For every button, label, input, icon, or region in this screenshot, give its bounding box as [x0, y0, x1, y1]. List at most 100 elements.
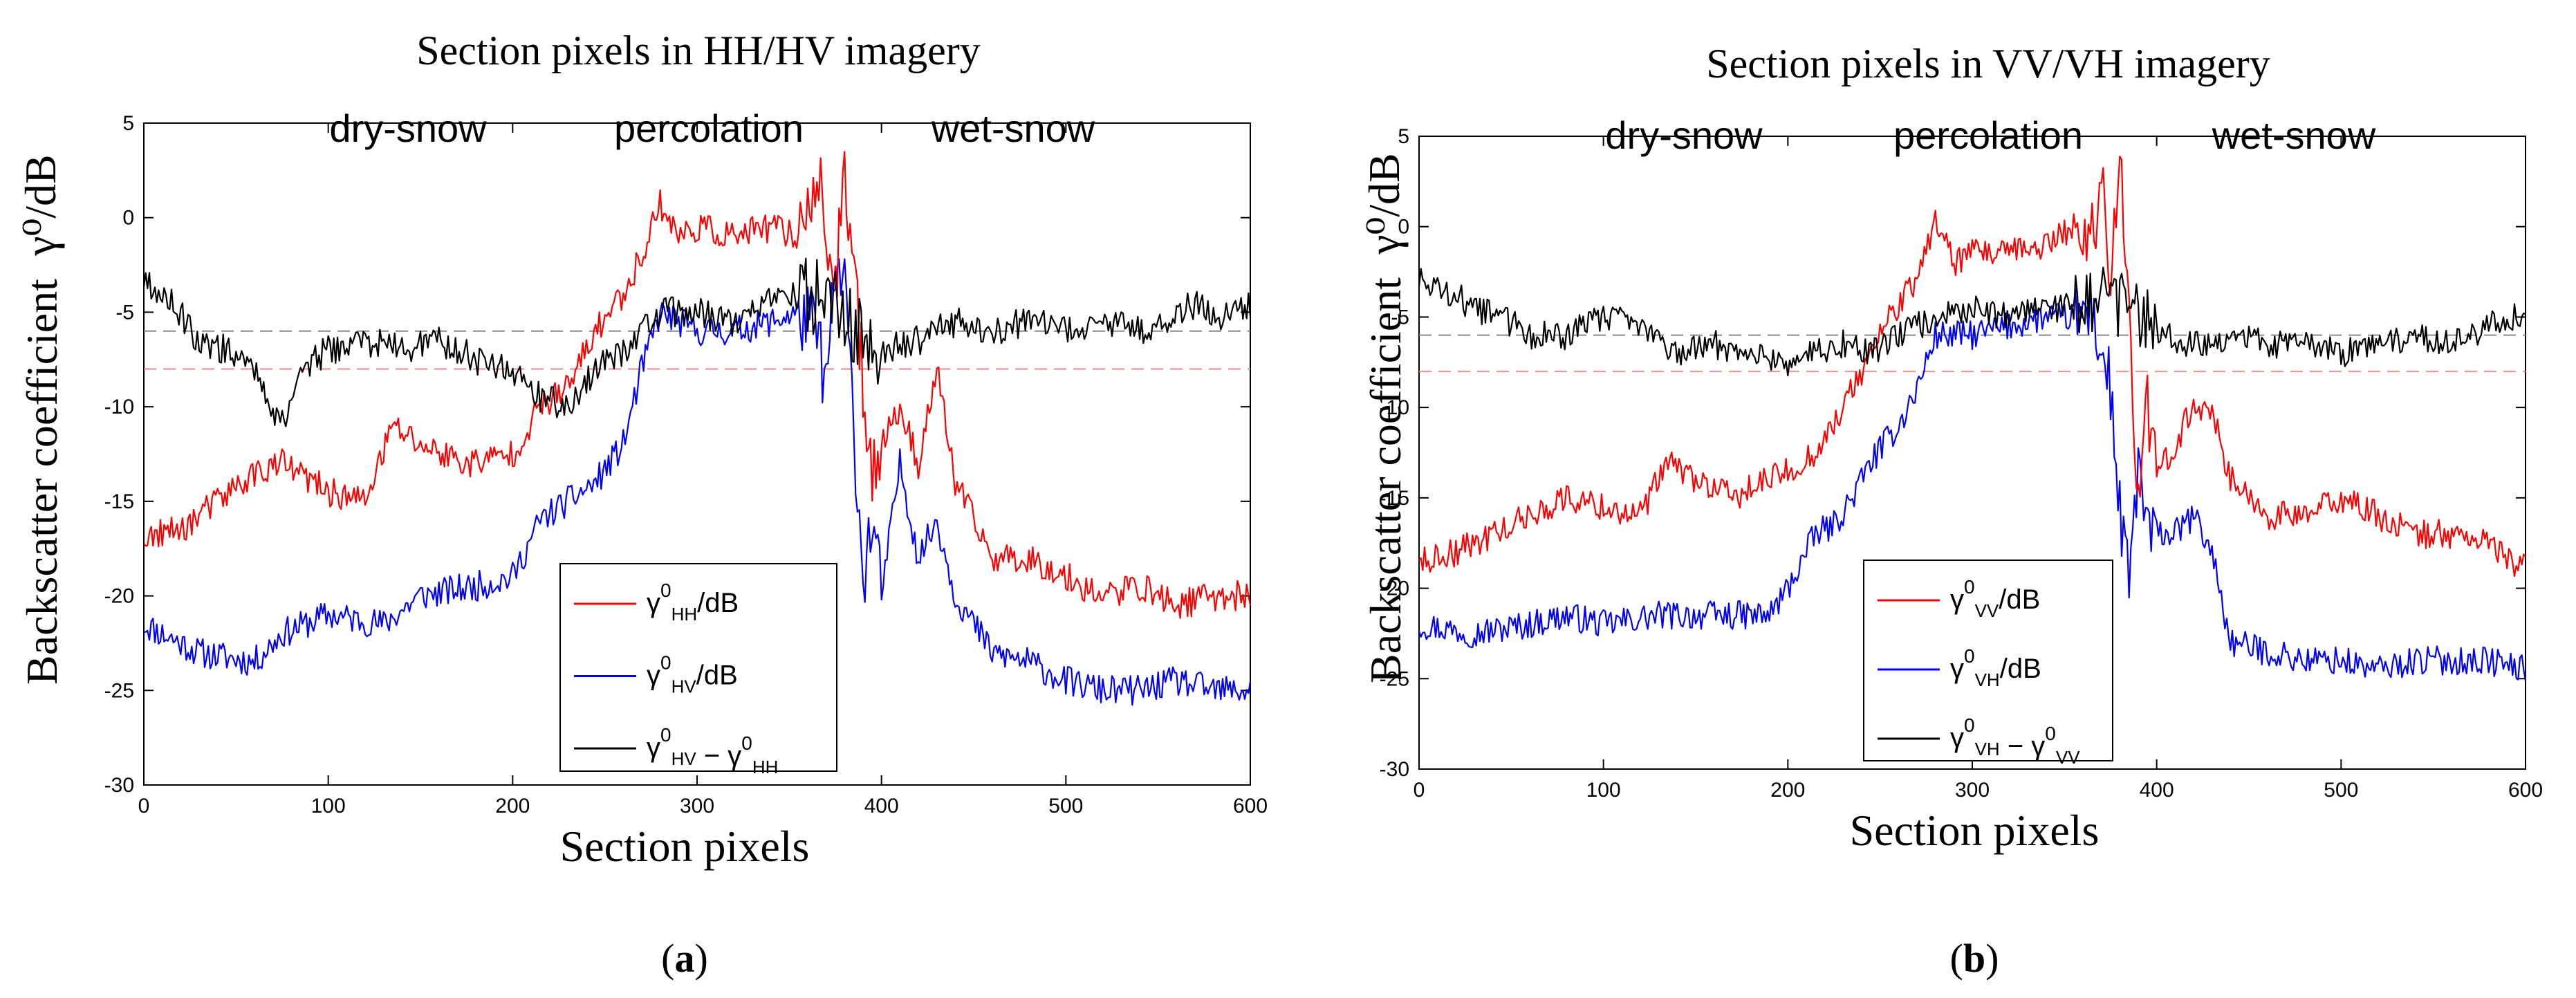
- legend-label: γ0VH − γ0VV: [1950, 714, 2080, 768]
- x-tick-label: 400: [864, 795, 899, 817]
- legend-label-part: 0: [1964, 576, 1975, 598]
- chart-panel-a: Section pixels in HH/HV imagery 0 100 200 30…: [16, 28, 1268, 981]
- legend-label: γ0VV/dB: [1950, 576, 2040, 621]
- series-line-hh: [143, 151, 1252, 619]
- caption-open-paren: (: [661, 936, 674, 981]
- panel-caption: (a): [661, 936, 708, 981]
- legend-label-part: γ: [647, 660, 660, 691]
- region-label: percolation: [614, 107, 804, 150]
- chart-panel-b: Section pixels in VV/VH imagery 0 100 200 30…: [1360, 41, 2543, 981]
- y-tick-label: 0: [1398, 216, 1409, 239]
- legend-label-part: −: [2000, 731, 2032, 761]
- y-tick-label: -10: [1380, 396, 1409, 419]
- x-tick-label: 200: [1770, 779, 1805, 802]
- legend-label: γ0VH/dB: [1950, 645, 2041, 690]
- caption-letter: a: [675, 936, 695, 981]
- x-axis-label: Section pixels: [1850, 806, 2100, 855]
- legend-box: [1863, 560, 2113, 761]
- x-tick-label: 300: [1955, 779, 1990, 802]
- series-line-vh: [1418, 278, 2527, 681]
- legend-label-part: /dB: [697, 588, 739, 618]
- legend-label-part: VH: [1975, 739, 2000, 759]
- x-tick-label: 100: [1586, 779, 1621, 802]
- region-label: dry-snow: [329, 107, 487, 150]
- caption-close-paren: ): [1985, 936, 1999, 981]
- legend-label-part: γ: [1950, 584, 1964, 615]
- caption-close-paren: ): [695, 936, 708, 981]
- region-label: wet-snow: [931, 107, 1095, 150]
- series-line-hv-hh: [142, 257, 1252, 427]
- legend-label-part: VV: [1975, 600, 1999, 621]
- x-tick-label: 200: [495, 795, 530, 817]
- y-tick-label: -10: [104, 396, 134, 418]
- legend-label-part: VV: [2056, 747, 2080, 768]
- legend-label-part: γ: [1950, 723, 1964, 753]
- legend-label: γ0HV − γ0HH: [647, 724, 778, 777]
- y-tick-label: -25: [104, 679, 134, 702]
- legend-label: γ0HH/dB: [647, 580, 739, 625]
- legend-label-part: 0: [741, 732, 752, 754]
- chart-title: Section pixels in VV/VH imagery: [1706, 41, 2270, 86]
- legend-label-part: γ: [1950, 654, 1964, 684]
- caption-open-paren: (: [1950, 936, 1963, 981]
- legend-label-part: /dB: [2000, 654, 2041, 684]
- panel-caption: (b): [1950, 936, 1999, 981]
- x-tick-label: 0: [138, 795, 150, 817]
- legend-label-part: 0: [660, 580, 671, 601]
- y-axis-label: Backscatter coefficient: [17, 279, 66, 685]
- y-tick-label: 5: [122, 112, 134, 135]
- y-tick-label: -15: [104, 490, 134, 513]
- x-tick-label: 600: [2508, 779, 2543, 802]
- y-tick-label: -25: [1380, 667, 1409, 690]
- y-tick-label: -30: [104, 774, 134, 797]
- y-tick-label: -5: [115, 301, 134, 324]
- legend-label-part: −: [696, 741, 728, 771]
- y-axis-unit: γ⁰/dB: [16, 154, 65, 256]
- legend-label-part: HH: [671, 604, 698, 625]
- legend-label-part: 0: [1964, 645, 1975, 667]
- legend-label-part: VH: [1975, 669, 2000, 690]
- y-tick-label: -5: [1391, 306, 1409, 329]
- x-tick-label: 100: [311, 795, 346, 817]
- legend-label-part: γ: [647, 732, 660, 763]
- legend-label: γ0HV/dB: [647, 652, 738, 697]
- legend-box: [559, 563, 837, 772]
- x-tick-label: 500: [2324, 779, 2358, 802]
- y-tick-label: -20: [104, 585, 134, 608]
- y-tick-label: -20: [1380, 577, 1409, 600]
- legend-label-part: /dB: [1999, 584, 2040, 615]
- legend-label-part: HV: [671, 676, 697, 697]
- y-tick-label: 0: [122, 207, 134, 230]
- legend-label-part: γ: [2031, 731, 2045, 761]
- region-label: wet-snow: [2212, 113, 2376, 157]
- x-tick-label: 500: [1048, 795, 1083, 817]
- legend-label-part: /dB: [696, 660, 738, 691]
- legend-label-part: γ: [728, 741, 741, 771]
- series-line-vh-vv: [1418, 266, 2526, 377]
- series-line-vv: [1418, 156, 2526, 577]
- y-tick-label: -15: [1380, 487, 1409, 510]
- x-tick-label: 0: [1414, 779, 1425, 802]
- legend-label-part: 0: [1964, 714, 1975, 736]
- x-tick-label: 600: [1233, 795, 1268, 817]
- chart-title: Section pixels in HH/HV imagery: [416, 28, 980, 73]
- legend-label-part: HV: [671, 748, 697, 769]
- legend-label-part: 0: [660, 724, 671, 746]
- region-label: dry-snow: [1605, 113, 1763, 157]
- legend-label-part: γ: [647, 588, 660, 618]
- y-tick-label: -30: [1380, 758, 1409, 781]
- y-axis-label: Backscatter coefficient: [1361, 277, 1410, 683]
- legend-label-part: 0: [660, 652, 671, 674]
- x-tick-label: 300: [680, 795, 714, 817]
- region-label: percolation: [1893, 113, 2083, 157]
- legend-label-part: 0: [2045, 723, 2056, 744]
- x-axis-label: Section pixels: [560, 822, 810, 871]
- x-tick-label: 400: [2140, 779, 2174, 802]
- series-line-hv: [143, 258, 1252, 706]
- caption-letter: b: [1963, 936, 1985, 981]
- legend-label-part: HH: [752, 757, 779, 777]
- y-axis-unit: γ⁰/dB: [1360, 153, 1409, 255]
